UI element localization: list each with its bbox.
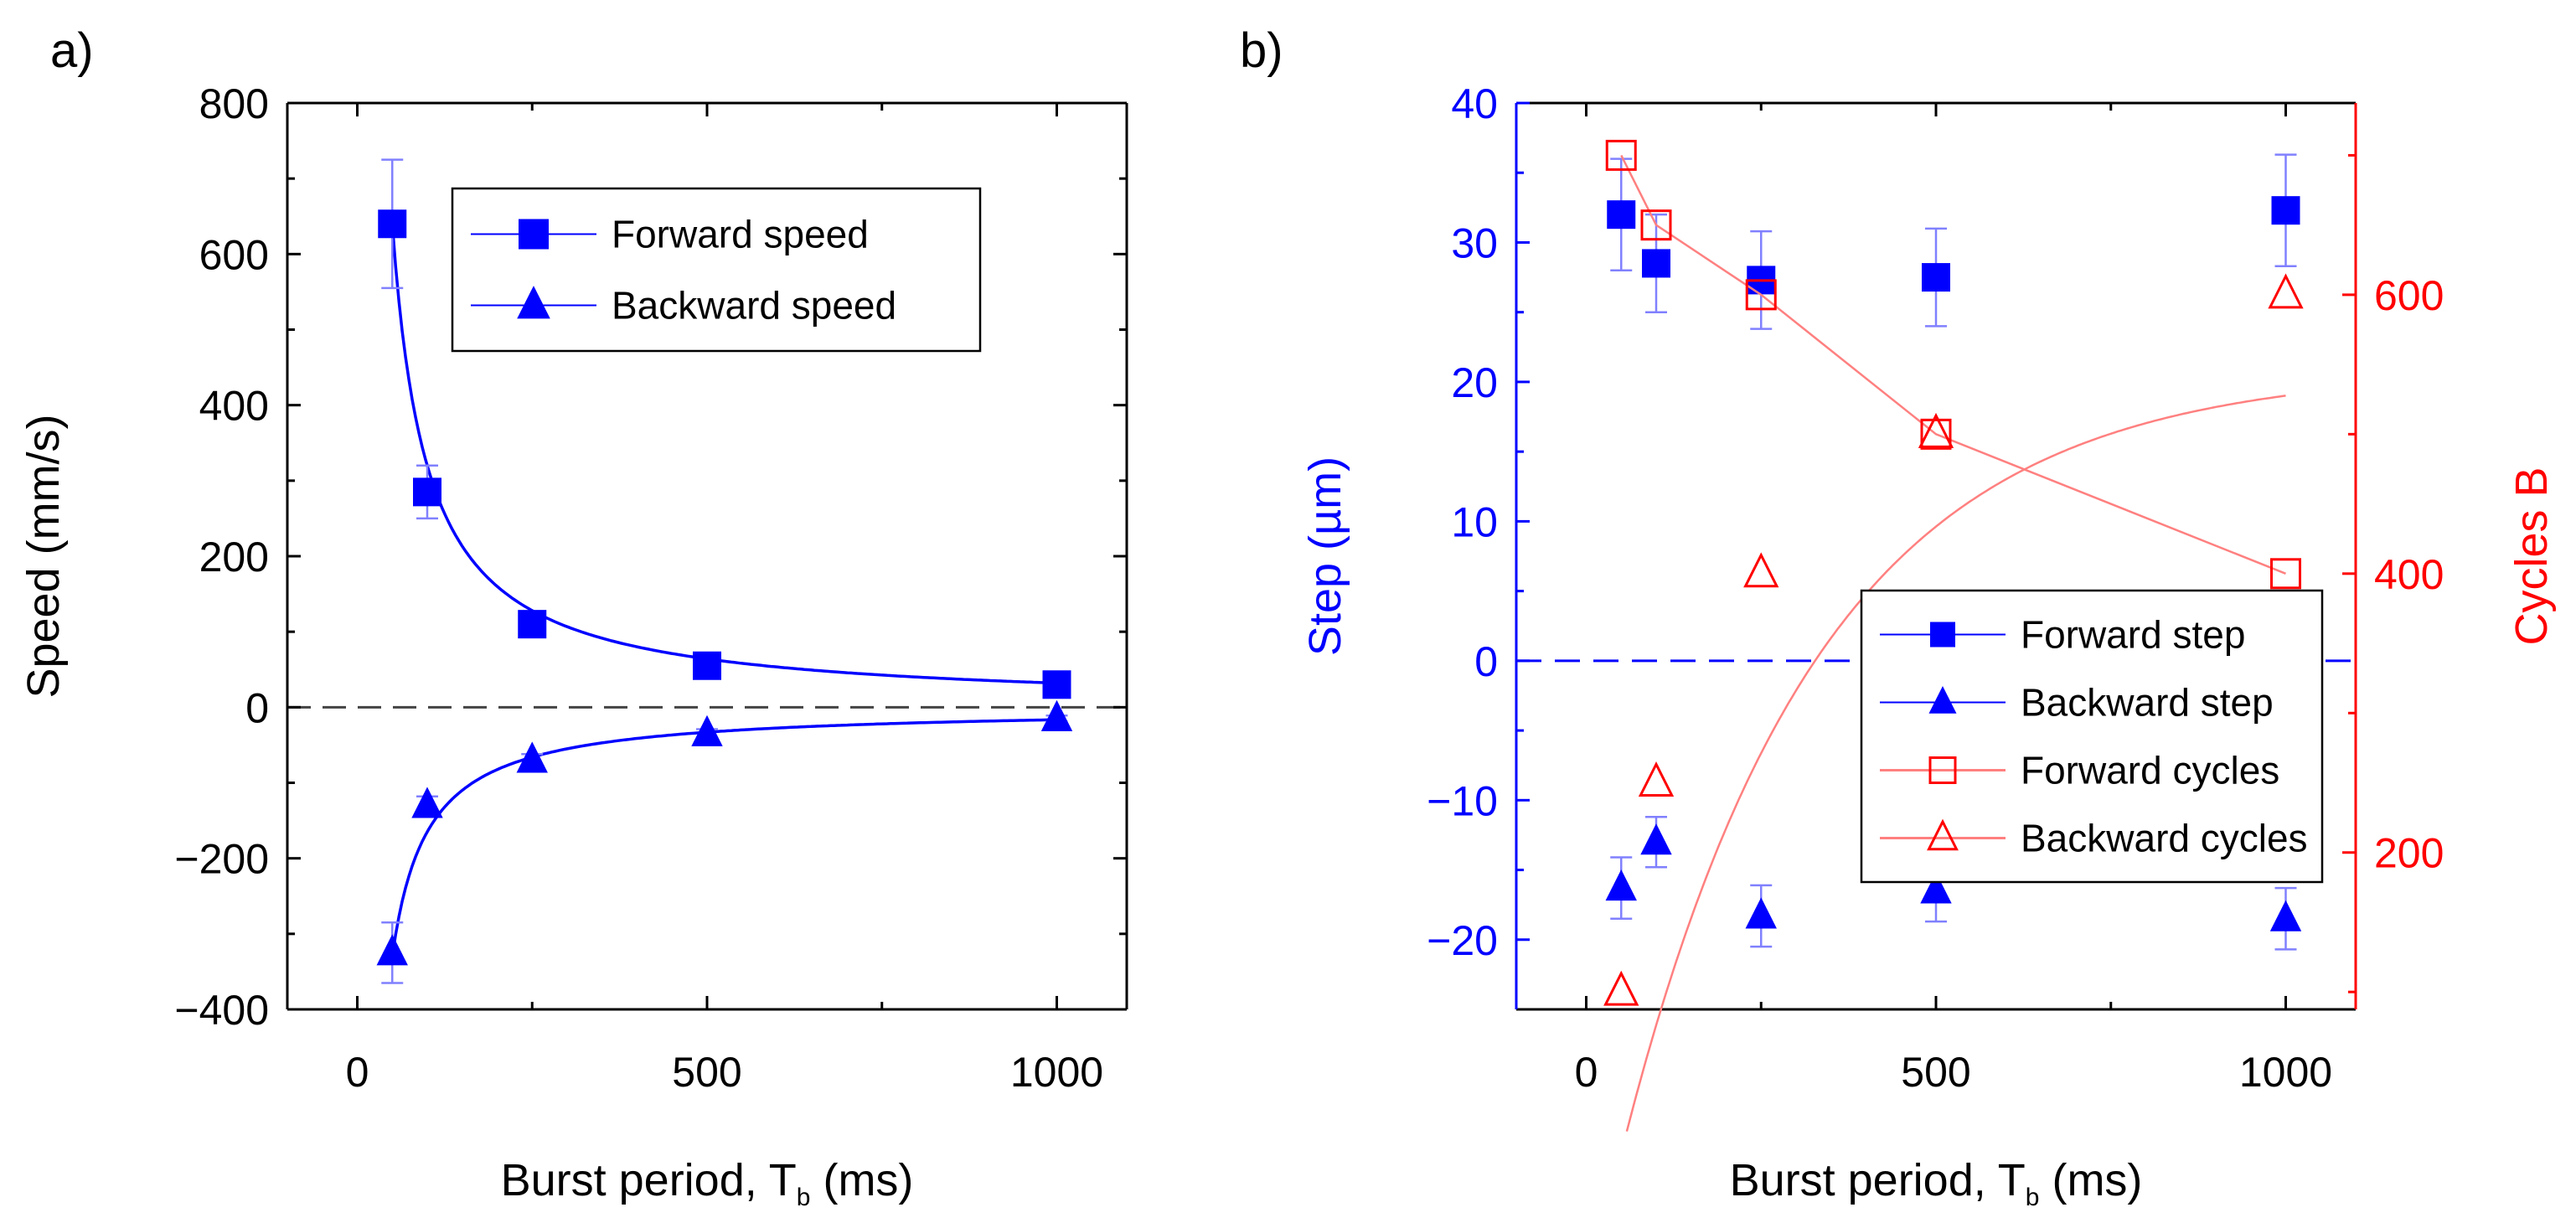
y-axis-title: Step (µm)	[1300, 457, 1350, 656]
data-point	[1745, 897, 1777, 929]
y-tick-label: 40	[1451, 80, 1498, 127]
panel-label: b)	[1240, 23, 1283, 78]
x-axis-title-subscript: b	[797, 1184, 811, 1211]
data-point	[693, 651, 721, 680]
fit-curve	[390, 224, 1057, 685]
data-point	[691, 715, 723, 746]
data-point	[1042, 670, 1071, 699]
series-backward-step	[1605, 816, 2302, 951]
legend-marker	[1927, 818, 1959, 851]
y2-tick-label: 200	[2374, 830, 2444, 877]
y-tick-label: 400	[199, 383, 269, 430]
x-axis-title-main: Burst period, T	[501, 1155, 797, 1205]
x-tick-label: 0	[346, 1049, 369, 1096]
legend-label: Backward speed	[612, 284, 896, 328]
y-tick-label: 600	[199, 231, 269, 278]
series-backward-cycles	[1603, 273, 2304, 1133]
x-axis-title: Burst period, Tb (ms)	[1730, 1155, 2143, 1211]
data-point	[378, 209, 407, 239]
panel-b-step-cycles-chart: 0 500 1000 −20 −10 0 10 20 30 40 200 400 600 Burst pe…	[1240, 23, 2557, 1211]
data-point	[411, 787, 443, 818]
y-tick-label: 0	[1474, 638, 1498, 685]
y-tick-label: −10	[1427, 777, 1498, 824]
data-point	[1920, 418, 1952, 450]
x-axis-title-unit: (ms)	[2039, 1155, 2142, 1205]
y-tick-label: 30	[1451, 219, 1498, 266]
y-tick-label: 800	[199, 80, 269, 127]
data-point	[1743, 552, 1779, 588]
data-point	[2270, 558, 2301, 590]
legend-marker	[517, 286, 550, 319]
panel-a-speed-chart: 0 500 1000 −400 −200 0 200 400 600 800 Burst perio…	[18, 23, 1128, 1211]
series-forward-step	[1607, 153, 2300, 330]
x-tick-label: 500	[672, 1049, 741, 1096]
data-point	[2269, 900, 2302, 931]
data-point	[516, 741, 548, 773]
connecting-line	[1620, 154, 2286, 575]
x-tick-label: 500	[1901, 1049, 1970, 1096]
x-axis-title-subscript: b	[2026, 1184, 2040, 1211]
legend-label: Backward cycles	[2021, 817, 2308, 860]
y-tick-label: −20	[1427, 917, 1498, 964]
x-axis-title-main: Burst period, T	[1730, 1155, 2026, 1205]
y-tick-label: 0	[245, 684, 269, 731]
fit-curve	[1625, 395, 2286, 1133]
y-tick-label: 200	[199, 534, 269, 580]
legend-marker	[1930, 622, 1955, 648]
data-point	[1640, 209, 1672, 241]
legend-label: Forward speed	[612, 213, 869, 256]
legend-marker	[519, 219, 549, 250]
series-forward-speed	[378, 158, 1071, 699]
legend-marker	[1928, 685, 1957, 714]
data-point	[1642, 249, 1670, 278]
data-point	[1603, 970, 1639, 1006]
data-point	[1640, 823, 1672, 855]
legend-box	[451, 187, 982, 353]
data-point	[518, 610, 547, 639]
data-point	[1607, 200, 1636, 230]
x-tick-label: 0	[1575, 1049, 1598, 1096]
y2-tick-label: 600	[2374, 272, 2444, 319]
data-point	[1918, 412, 1954, 448]
data-point	[413, 477, 441, 507]
legend-label: Backward step	[2021, 681, 2274, 725]
y-tick-label: −400	[174, 987, 269, 1034]
data-point	[2271, 196, 2300, 225]
data-point	[376, 934, 408, 966]
legend-marker	[1928, 756, 1957, 784]
legend-label: Forward cycles	[2021, 749, 2279, 792]
y-tick-label: 10	[1451, 498, 1498, 545]
data-point	[1605, 869, 1637, 901]
data-point	[1922, 263, 1950, 292]
data-point	[1745, 279, 1777, 311]
x-axis-title-unit: (ms)	[810, 1155, 913, 1205]
data-point	[1605, 139, 1637, 171]
x-axis-title: Burst period, Tb (ms)	[501, 1155, 914, 1211]
y-tick-label: −200	[174, 836, 269, 883]
series-backward-speed	[376, 699, 1073, 984]
panel-label: a)	[50, 23, 94, 78]
fit-curve	[390, 718, 1057, 957]
y2-axis-title: Cycles B	[2506, 467, 2557, 645]
series-forward-cycles	[1605, 139, 2301, 590]
y-axis-title: Speed (mm/s)	[18, 414, 69, 698]
x-tick-label: 1000	[2239, 1049, 2332, 1096]
y-tick-label: 20	[1451, 359, 1498, 406]
x-tick-label: 1000	[1010, 1049, 1103, 1096]
data-point	[2268, 273, 2304, 309]
data-point	[1040, 699, 1073, 731]
y2-tick-label: 400	[2374, 551, 2444, 598]
data-point	[1920, 872, 1952, 904]
data-point	[1638, 761, 1675, 797]
legend-label: Forward step	[2021, 613, 2245, 657]
